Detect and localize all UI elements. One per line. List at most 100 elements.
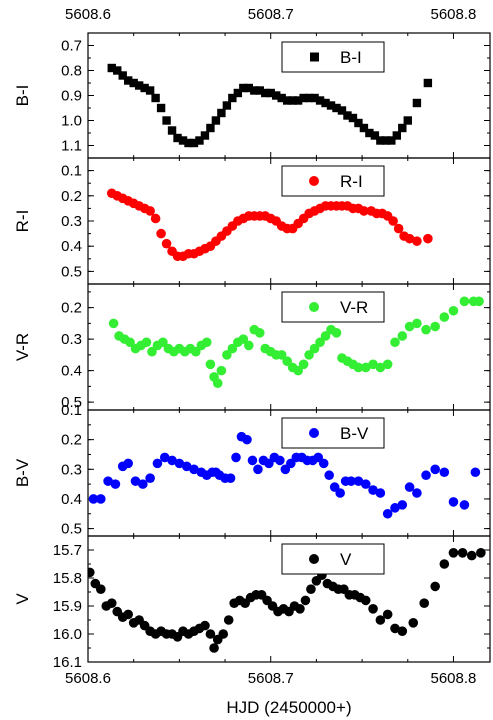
data-points — [88, 548, 486, 653]
data-point — [250, 86, 259, 95]
data-point — [228, 93, 237, 103]
legend-box — [281, 291, 385, 323]
data-point — [412, 318, 422, 329]
data-point — [353, 476, 364, 486]
data-point — [253, 464, 263, 475]
data-point — [346, 476, 356, 486]
data-point — [430, 321, 440, 332]
data-point — [421, 324, 431, 335]
legend-label: V — [340, 550, 352, 569]
data-point — [200, 620, 210, 631]
data-point — [392, 131, 402, 140]
data-points — [88, 431, 481, 519]
top-x-tick-label-0: 5608.6 — [65, 6, 111, 23]
data-point — [110, 479, 121, 489]
data-point — [474, 296, 484, 307]
data-point — [261, 88, 270, 98]
data-point — [145, 473, 155, 483]
y-tick-label: 0.9 — [61, 88, 82, 105]
data-point — [140, 83, 149, 93]
legend-label: R-I — [340, 172, 363, 191]
data-point — [123, 609, 133, 620]
data-point — [217, 108, 226, 118]
top-x-tick-label-2: 5608.8 — [431, 6, 477, 23]
data-point — [125, 337, 135, 348]
data-point — [209, 643, 219, 653]
y-tick-label: 0.3 — [61, 461, 82, 478]
data-point — [254, 328, 265, 338]
data-point — [430, 581, 440, 592]
data-point — [118, 71, 127, 80]
y-axis-label: V — [13, 593, 32, 605]
data-point — [174, 458, 185, 469]
data-point — [129, 78, 138, 88]
data-point — [304, 350, 314, 360]
data-point — [95, 494, 106, 504]
data-point — [222, 101, 232, 110]
data-point — [457, 548, 468, 558]
data-point — [216, 365, 227, 376]
y-axis-label: R-I — [13, 210, 32, 233]
data-point — [222, 350, 232, 360]
data-point — [161, 238, 172, 249]
data-point — [466, 550, 477, 561]
data-point — [304, 93, 314, 103]
y-tick-label: 0.4 — [61, 363, 82, 380]
data-point — [404, 233, 415, 244]
data-point — [247, 455, 258, 466]
data-point — [390, 503, 400, 513]
data-point — [218, 629, 229, 639]
data-point — [88, 494, 99, 504]
data-point — [331, 328, 342, 338]
data-point — [382, 609, 393, 620]
y-tick-label: 1.1 — [61, 138, 82, 155]
data-point — [423, 233, 433, 244]
bottom-x-tick-labels: 5608.6 5608.7 5608.8 — [65, 670, 476, 687]
y-tick-label: 0.4 — [61, 238, 82, 255]
x-axis-label: HJD (2450000+) — [226, 698, 351, 717]
data-point — [184, 138, 193, 148]
panel-b-i: 0.7 0.8 0.9 1.0 1.1 B-I B-I — [13, 32, 491, 159]
bottom-x-tick-label-0: 5608.6 — [65, 670, 111, 687]
data-point — [412, 236, 422, 246]
data-point — [211, 116, 221, 125]
data-point — [178, 136, 188, 145]
y-tick-label: 16.0 — [53, 626, 82, 643]
data-point — [147, 346, 157, 357]
y-tick-label: 0.2 — [61, 188, 82, 205]
data-point — [404, 482, 415, 492]
data-point — [397, 500, 408, 510]
data-point — [156, 103, 166, 113]
data-point — [335, 488, 345, 498]
data-point — [276, 350, 287, 360]
data-point — [419, 598, 430, 608]
data-point — [315, 337, 325, 348]
data-point — [370, 131, 380, 140]
data-points — [107, 63, 433, 148]
y-axis-label: B-V — [13, 458, 32, 487]
data-point — [448, 305, 459, 316]
y-tick-label: 15.8 — [53, 570, 82, 587]
data-point — [321, 98, 330, 108]
data-point — [106, 598, 117, 608]
y-tick-label: 16.1 — [53, 654, 82, 671]
legend-label: B-I — [340, 48, 362, 67]
data-point — [337, 106, 347, 115]
data-point — [382, 359, 393, 370]
data-point — [103, 476, 113, 486]
data-point — [332, 103, 341, 113]
data-point — [195, 136, 204, 145]
data-point — [459, 500, 470, 510]
data-point — [390, 337, 400, 348]
data-point — [326, 101, 336, 110]
data-point — [368, 485, 378, 495]
data-point — [404, 321, 415, 332]
y-tick-label: 1.0 — [61, 113, 82, 130]
data-point — [189, 464, 199, 475]
data-point — [382, 508, 393, 519]
y-tick-label: 0.5 — [61, 521, 82, 538]
data-point — [397, 626, 408, 636]
data-point — [212, 378, 223, 389]
y-tick-label: 0.7 — [61, 38, 82, 55]
